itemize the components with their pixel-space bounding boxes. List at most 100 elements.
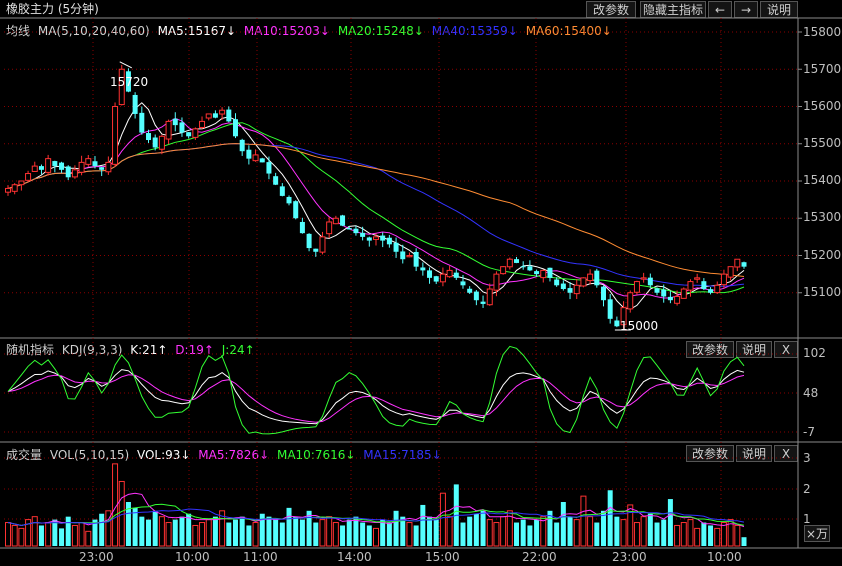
candle-body — [580, 277, 587, 287]
ma5-line — [7, 102, 745, 310]
kdj-panel[interactable]: 随机指标 KDJ(9,3,3) K:21↑ D:19↑ J:24↑ 改参数 说明… — [0, 339, 842, 443]
ma-legend: 均线 MA(5,10,20,40,60) MA5:15167↓ MA10:152… — [6, 22, 612, 39]
volume-bar — [687, 519, 694, 547]
price-tick: 15300 — [803, 210, 842, 224]
vol-title: 成交量 — [6, 448, 43, 462]
candle-body — [654, 288, 660, 293]
candle-body — [727, 266, 734, 278]
volume-bar — [406, 522, 413, 547]
candle-body — [720, 273, 727, 286]
volume-bar — [573, 519, 580, 547]
volume-bar — [105, 510, 112, 547]
candle-body — [386, 237, 392, 245]
candle-body — [594, 270, 600, 286]
volume-bar — [326, 516, 333, 547]
volume-bar — [400, 516, 406, 546]
candle-body — [152, 137, 158, 148]
candle-body — [680, 288, 687, 299]
volume-bar — [45, 522, 52, 547]
volume-bar — [52, 519, 58, 546]
candle-body — [554, 279, 560, 286]
candle-body — [45, 158, 52, 173]
candle-body — [366, 237, 372, 241]
volume-bar — [633, 522, 640, 547]
volume-bar — [146, 519, 152, 546]
volume-bar — [85, 530, 92, 547]
volume-bar — [246, 525, 252, 546]
volume-bar — [266, 516, 272, 546]
candle-body — [667, 296, 673, 301]
volume-bar — [714, 527, 721, 547]
candle-body — [540, 269, 547, 279]
candle-body — [647, 277, 653, 286]
candle-body — [627, 292, 634, 310]
volume-bar — [701, 522, 707, 546]
volume-bar — [520, 519, 526, 546]
candle-body — [741, 262, 747, 267]
candle-body — [433, 276, 439, 282]
volume-bar — [279, 522, 285, 546]
candle-body — [279, 186, 285, 196]
candle-body — [132, 94, 138, 114]
volume-bar — [293, 516, 299, 546]
volume-bar — [708, 525, 714, 546]
candle-body — [246, 149, 252, 159]
vol-help-button[interactable]: 说明 — [736, 445, 772, 462]
time-tick: 15:00 — [425, 550, 460, 564]
candle-body — [319, 236, 326, 253]
candle-body — [259, 158, 265, 163]
vol-ma15-value: MA15:7185↓ — [363, 448, 442, 462]
volume-bar — [65, 516, 71, 546]
price-tick: 15100 — [803, 285, 842, 299]
kdj-title: 随机指标 — [6, 343, 55, 357]
volume-bar — [674, 524, 681, 547]
candle-body — [460, 281, 466, 286]
volume-bar — [313, 522, 319, 546]
candle-body — [607, 299, 613, 319]
volume-bar — [413, 525, 419, 546]
ma60-line — [7, 143, 745, 277]
price-panel[interactable]: 橡胶主力 (5分钟) 改参数 隐藏主指标 ← → 说明 均线 MA(5,10,2… — [0, 0, 842, 339]
volume-bar — [353, 516, 359, 546]
kdj-help-button[interactable]: 说明 — [736, 341, 772, 358]
volume-bar — [467, 516, 473, 546]
candle-body — [78, 161, 85, 173]
volume-bar — [506, 510, 513, 547]
ma-params: MA(5,10,20,40,60) — [37, 24, 150, 38]
candle-body — [514, 259, 520, 263]
volume-bar — [640, 516, 647, 547]
vol-params: VOL(5,10,15) — [49, 448, 130, 462]
price-tick: 15200 — [803, 248, 842, 262]
volume-bar — [741, 537, 747, 546]
volume-bar — [125, 502, 131, 546]
time-tick: 10:00 — [707, 550, 742, 564]
volume-bar — [306, 510, 312, 546]
candle-body — [71, 169, 78, 178]
kdj-tick: -7 — [803, 425, 815, 439]
kdj-j-line — [7, 345, 745, 435]
volume-bar — [373, 527, 379, 547]
candle-body — [38, 166, 44, 170]
volume-bar — [18, 527, 25, 547]
volume-bar — [25, 519, 32, 547]
volume-bar — [192, 524, 199, 547]
candle-body — [332, 217, 339, 225]
volume-bar — [31, 516, 38, 547]
instrument-title: 橡胶主力 (5分钟) — [6, 2, 99, 16]
volume-bar — [587, 516, 594, 547]
vol-ma10-line — [7, 503, 745, 527]
volume-bar — [473, 513, 479, 546]
candle-body — [393, 242, 399, 252]
candle-body — [18, 180, 25, 186]
time-tick: 14:00 — [337, 550, 372, 564]
ma10-line — [7, 117, 745, 299]
high-marker — [119, 61, 132, 69]
ma-label: 均线 — [6, 24, 31, 38]
candle-body — [65, 166, 71, 178]
volume-bar — [299, 519, 305, 546]
candle-body — [239, 139, 245, 152]
candle-body — [480, 301, 486, 304]
volume-bar — [205, 519, 212, 547]
vol-tick: 2 — [803, 482, 811, 496]
